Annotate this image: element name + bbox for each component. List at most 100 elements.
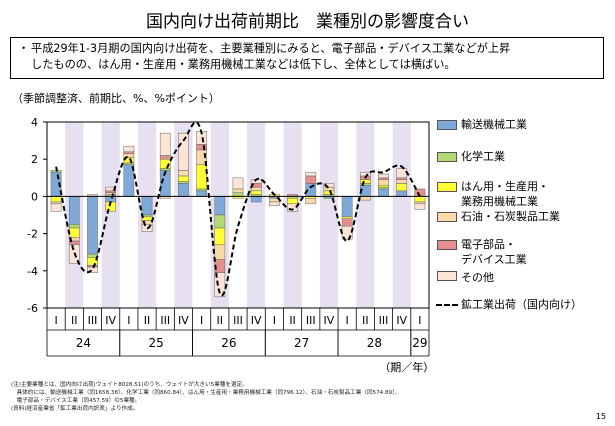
legend-label: 輸送機械工業 [461,117,527,132]
bar-segment-other [359,171,371,177]
quarter-label: II [217,314,224,327]
bar-segment-transport [378,188,389,197]
bar-segment-chemical [159,168,171,171]
bar-segment-transport [214,196,226,216]
page-number: 15 [595,412,606,421]
shaded-quarter [283,122,302,308]
footnote-line: (注)主要業種とは、国内向け出荷(ウェイト8028.51)のうち、ウェイトが大き… [11,382,248,388]
bar-segment-chemical [123,162,135,166]
quarter-label: IV [324,314,335,327]
y-tick-label: 4 [31,116,38,129]
bar-segment-machinery [378,184,389,188]
summary-line-1: 平成29年1-3月期の国内向け出荷を、主要業種別にみると、電子部品・デバイス工業… [31,42,511,55]
footnote-line: (資料)経済産業省「鉱工業出荷内訳表」より作成。 [11,406,139,412]
y-tick-label: -2 [27,228,38,241]
bar-segment-machinery [359,179,371,184]
bar-segment-machinery [178,175,189,182]
year-label: 25 [149,336,164,350]
bar-segment-electronic [378,177,389,180]
bar-segment-petroleum [178,170,189,177]
bar-segment-machinery [68,227,80,238]
quarter-label: III [88,314,98,327]
quarter-label: I [54,314,57,327]
y-tick-label: 2 [31,153,38,166]
bar-segment-other [414,203,426,210]
legend-label-line: 電子部品・ [461,238,516,251]
bar-segment-chemical [196,188,207,192]
bar-segment-transport [396,190,408,197]
bar-segment-chemical [178,181,189,184]
bar-segment-other [378,173,389,179]
quarter-label: III [306,314,316,327]
bar-segment-machinery [214,227,226,246]
quarter-label: I [418,314,421,327]
bar-segment-other [50,203,62,212]
bar-segment-transport [87,196,98,255]
shaded-quarter [319,122,339,308]
shaded-quarter [392,122,411,308]
bar-segment-chemical [232,192,244,197]
legend-label: 化学工業 [461,149,505,164]
legend-label-line: デバイス工業 [461,253,527,266]
legend-label: その他 [461,270,494,285]
legend-swatch [437,240,457,250]
bar-segment-petroleum [123,153,135,158]
bar-segment-electronic [87,264,98,268]
bar-segment-chemical [214,214,226,229]
quarter-label: IV [396,314,407,327]
bar-segment-other [323,183,335,188]
bar-segment-transport [105,196,117,203]
bar-segment-other [396,168,408,179]
quarter-label: I [273,314,276,327]
shaded-quarter [101,122,120,308]
quarter-label: IV [105,314,116,327]
year-label: 29 [412,336,427,350]
quarter-label: III [379,314,389,327]
bar-segment-electronic [123,151,135,154]
y-tick-label: -6 [27,302,38,315]
bar-segment-machinery [250,190,262,195]
legend-label-line: 業務用機械工業 [461,195,538,208]
bar-segment-electronic [105,190,117,193]
bar-segment-petroleum [414,201,426,205]
legend-dash [436,304,458,306]
bar-segment-electronic [396,177,408,180]
bar-segment-petroleum [105,192,117,195]
bar-segment-other [123,145,135,153]
quarter-label: I [127,314,130,327]
bar-segment-petroleum [232,188,244,193]
bar-segment-machinery [323,190,335,195]
bar-segment-transport [196,190,207,197]
legend-label: 電子部品・デバイス工業 [461,237,527,267]
bar-segment-chemical [87,253,98,259]
legend-label-line: その他 [461,271,494,284]
bar-segment-machinery [287,198,298,205]
year-label: 28 [367,336,382,350]
legend-label-line: 輸送機械工業 [461,118,527,131]
year-label: 26 [221,336,236,350]
year-label: 27 [294,336,309,350]
bar-segment-other [214,272,226,298]
period-label: （期／年） [379,360,434,374]
footnotes: (注)主要業種とは、国内向け出荷(ウェイト8028.51)のうち、ウェイトが大き… [11,381,571,413]
quarter-label: III [233,314,243,327]
line-series-domestic-shipments [55,121,421,297]
bar-segment-transport [341,196,353,218]
quarter-label: I [200,314,203,327]
bar-segment-other [232,177,244,190]
bar-segment-chemical [68,224,80,229]
legend-swatch [437,212,457,222]
legend-swatch [437,152,457,162]
plot-frame [46,121,430,309]
summary-bullet: ・ [18,42,30,55]
bar-segment-transport [68,196,80,225]
bar-segment-other [178,132,189,171]
page-title: 国内向け出荷前期比 業種別の影響度合い [146,12,469,32]
footnote-line: 電子部品・デバイス工業（同457.59）の5業種。 [11,398,141,404]
chart-legend: 輸送機械工業 化学工業 はん用・生産用・ 業務用機械工業 石油・石炭製品工業 電子部品・デ… [436,117,612,327]
bar-segment-other [141,224,153,232]
shaded-quarter [247,122,266,308]
legend-label-line: はん用・生産用・ [461,180,549,193]
bar-segment-petroleum [359,196,371,201]
bar-segment-petroleum [50,201,62,205]
